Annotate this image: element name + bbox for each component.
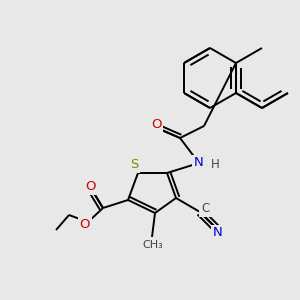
Text: CH₃: CH₃ bbox=[142, 240, 164, 250]
Text: S: S bbox=[130, 158, 138, 172]
Text: N: N bbox=[213, 226, 223, 239]
Text: C: C bbox=[201, 202, 209, 215]
Text: N: N bbox=[194, 157, 204, 169]
Text: H: H bbox=[211, 158, 219, 170]
Text: O: O bbox=[85, 181, 95, 194]
Text: O: O bbox=[151, 118, 161, 130]
Text: O: O bbox=[80, 218, 90, 230]
